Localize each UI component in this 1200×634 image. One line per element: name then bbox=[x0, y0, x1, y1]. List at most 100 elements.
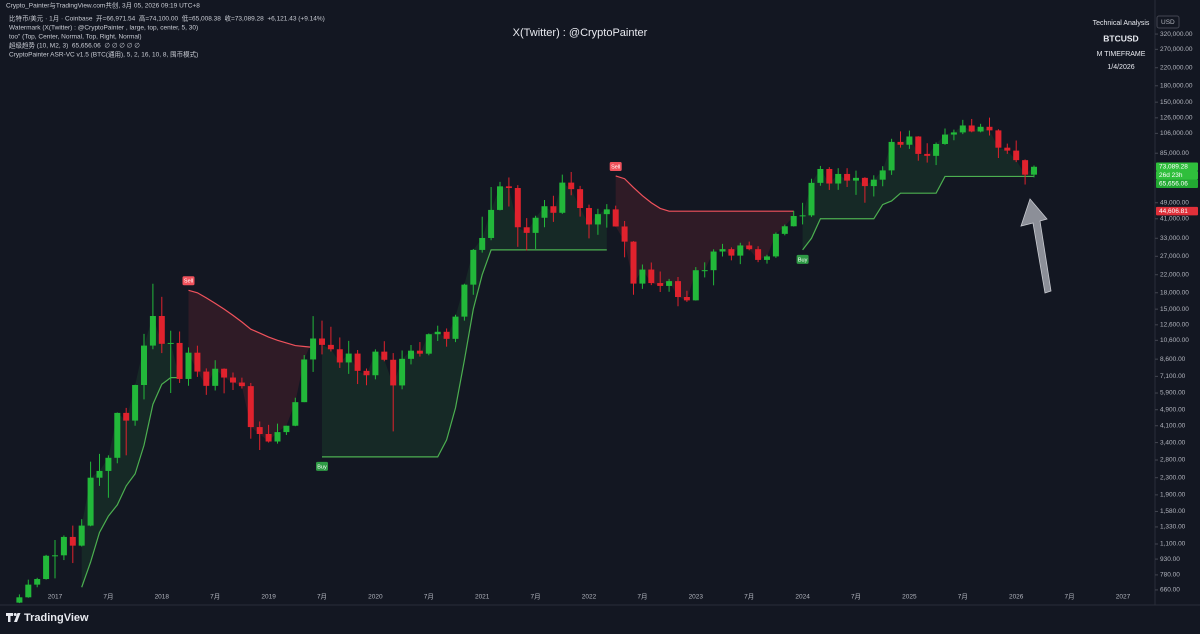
candle-body bbox=[844, 173, 851, 181]
candle-body bbox=[256, 427, 263, 434]
candle-body bbox=[167, 342, 174, 344]
candle-body bbox=[959, 125, 966, 133]
y-tick-label: 12,600.00 bbox=[1160, 322, 1189, 329]
candle-body bbox=[639, 269, 646, 284]
countdown: 26d 23h bbox=[1159, 172, 1183, 179]
candle-body bbox=[826, 168, 833, 184]
candle-body bbox=[541, 206, 548, 218]
candle-body bbox=[399, 358, 406, 386]
candle-body bbox=[559, 182, 566, 213]
band-fill bbox=[802, 125, 1034, 250]
buy-signal: Buy bbox=[798, 257, 808, 263]
candle-body bbox=[692, 270, 699, 301]
candle-body bbox=[87, 477, 94, 526]
y-tick-label: 930.00 bbox=[1160, 556, 1180, 563]
x-tick-label: 2021 bbox=[475, 594, 490, 601]
info-box-line: M TIMEFRAME bbox=[1097, 51, 1146, 58]
candle-body bbox=[577, 189, 584, 209]
candle-body bbox=[390, 359, 397, 386]
candle-body bbox=[283, 425, 290, 433]
y-tick-label: 2,800.00 bbox=[1160, 457, 1186, 464]
candle-body bbox=[194, 352, 201, 372]
y-tick-label: 85,000.00 bbox=[1160, 150, 1189, 157]
candle-body bbox=[977, 126, 984, 132]
legend-line: CryptoPainter ASR-VC v1.5 (BTC(通用), 5, 2… bbox=[9, 50, 198, 59]
currency-box bbox=[1156, 15, 1180, 29]
candle-body bbox=[986, 126, 993, 131]
candle-body bbox=[363, 370, 370, 376]
x-tick-label: 2027 bbox=[1116, 594, 1131, 601]
candle-body bbox=[274, 432, 281, 442]
x-tick-label: 7月 bbox=[958, 593, 968, 601]
candle-body bbox=[630, 241, 637, 284]
buy-signal-box bbox=[316, 461, 328, 471]
candle-body bbox=[114, 412, 121, 458]
x-tick-label: 7月 bbox=[1065, 593, 1075, 601]
info-box-line: 1/4/2026 bbox=[1107, 64, 1134, 71]
candle-body bbox=[310, 338, 317, 360]
candle-body bbox=[621, 226, 628, 242]
candle-body bbox=[648, 269, 655, 284]
candle-body bbox=[675, 281, 681, 297]
candle-body bbox=[835, 173, 842, 184]
candle-body bbox=[906, 136, 913, 145]
y-tick-label: 2,300.00 bbox=[1160, 474, 1186, 481]
y-tick-label: 3,400.00 bbox=[1160, 439, 1186, 446]
price-label-box bbox=[1156, 162, 1198, 172]
sell-signal-box bbox=[609, 161, 622, 171]
candle-body bbox=[550, 206, 557, 213]
y-tick-label: 33,000.00 bbox=[1160, 235, 1189, 242]
info-box-line: Technical Analysis bbox=[1093, 20, 1150, 27]
y-tick-label: 8,600.00 bbox=[1160, 356, 1186, 363]
candle-body bbox=[497, 186, 503, 210]
candle-body bbox=[203, 371, 210, 386]
candle-body bbox=[879, 170, 886, 180]
candle-body bbox=[247, 386, 254, 428]
candle-body bbox=[132, 385, 139, 421]
candle-body bbox=[105, 457, 112, 471]
price-label: 73,089.28 bbox=[1159, 164, 1188, 171]
candle-body bbox=[78, 525, 85, 546]
candle-body bbox=[16, 597, 23, 603]
candle-body bbox=[666, 281, 673, 286]
candle-body bbox=[470, 249, 477, 285]
candle-body bbox=[594, 214, 601, 225]
candle-body bbox=[532, 217, 539, 233]
candle-body bbox=[479, 237, 486, 250]
buy-signal-box bbox=[796, 254, 809, 264]
candle-body bbox=[853, 177, 859, 181]
y-tick-label: 22,000.00 bbox=[1160, 271, 1189, 278]
candle-body bbox=[968, 125, 975, 132]
y-tick-label: 180,000.00 bbox=[1160, 82, 1193, 89]
candle-body bbox=[924, 153, 931, 156]
candle-body bbox=[60, 536, 67, 556]
y-tick-label: 1,580.00 bbox=[1160, 508, 1186, 515]
y-tick-label: 4,100.00 bbox=[1160, 422, 1186, 429]
price-label: 65,656.06 bbox=[1159, 181, 1188, 188]
candle-body bbox=[230, 377, 236, 383]
candle-body bbox=[915, 136, 922, 154]
candle-body bbox=[354, 353, 361, 371]
candle-body bbox=[746, 245, 753, 250]
candle-body bbox=[372, 351, 379, 376]
candle-body bbox=[158, 315, 165, 344]
y-tick-label: 15,000.00 bbox=[1160, 306, 1189, 313]
y-tick-label: 270,000.00 bbox=[1160, 46, 1193, 53]
y-tick-label: 27,000.00 bbox=[1160, 253, 1189, 260]
legend-line: 超级趋势 (10, M2, 3) 65,656.06 ∅ ∅ ∅ ∅ ∅ bbox=[9, 41, 140, 50]
candle-body bbox=[319, 338, 325, 345]
y-tick-label: 320,000.00 bbox=[1160, 31, 1193, 38]
candle-body bbox=[781, 226, 788, 234]
annotation-arrow bbox=[1020, 198, 1052, 294]
candle-body bbox=[185, 352, 192, 379]
y-tick-label: 1,330.00 bbox=[1160, 524, 1186, 531]
candle-body bbox=[505, 186, 512, 189]
x-tick-label: 7月 bbox=[637, 593, 647, 601]
candle-body bbox=[149, 315, 156, 346]
candle-body bbox=[461, 284, 468, 317]
sell-signal-box bbox=[182, 276, 195, 286]
candle-body bbox=[69, 536, 76, 546]
x-tick-label: 7月 bbox=[103, 593, 113, 601]
y-tick-label: 780.00 bbox=[1160, 572, 1180, 579]
